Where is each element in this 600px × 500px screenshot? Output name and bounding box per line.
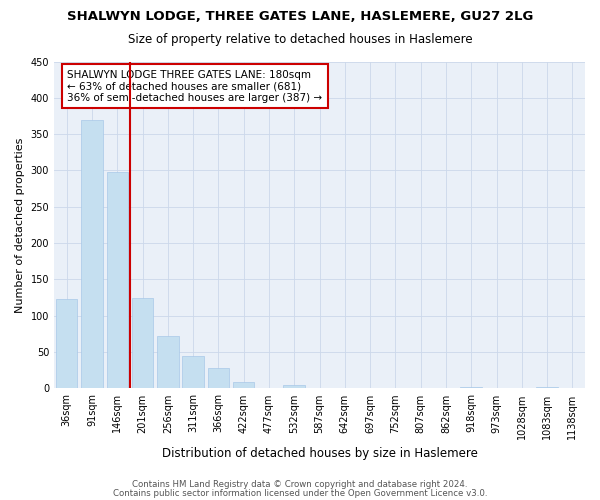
Bar <box>132 298 153 388</box>
Bar <box>107 172 128 388</box>
Bar <box>157 336 179 388</box>
Bar <box>460 387 482 388</box>
Bar <box>56 299 77 388</box>
Bar <box>208 368 229 388</box>
Text: Contains public sector information licensed under the Open Government Licence v3: Contains public sector information licen… <box>113 490 487 498</box>
Bar <box>283 385 305 388</box>
Bar <box>182 356 204 388</box>
Text: SHALWYN LODGE THREE GATES LANE: 180sqm
← 63% of detached houses are smaller (681: SHALWYN LODGE THREE GATES LANE: 180sqm ←… <box>67 70 322 103</box>
X-axis label: Distribution of detached houses by size in Haslemere: Distribution of detached houses by size … <box>161 447 478 460</box>
Bar <box>81 120 103 388</box>
Bar <box>233 382 254 388</box>
Text: Size of property relative to detached houses in Haslemere: Size of property relative to detached ho… <box>128 32 472 46</box>
Text: SHALWYN LODGE, THREE GATES LANE, HASLEMERE, GU27 2LG: SHALWYN LODGE, THREE GATES LANE, HASLEME… <box>67 10 533 23</box>
Text: Contains HM Land Registry data © Crown copyright and database right 2024.: Contains HM Land Registry data © Crown c… <box>132 480 468 489</box>
Y-axis label: Number of detached properties: Number of detached properties <box>15 138 25 312</box>
Bar <box>536 387 558 388</box>
